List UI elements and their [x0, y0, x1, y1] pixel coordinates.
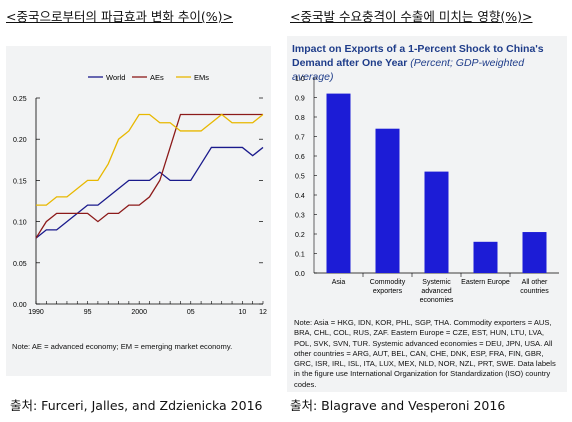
x-category-label: Asia — [332, 279, 346, 286]
y-tick-label: 0.0 — [295, 271, 305, 278]
export-impact-bar-chart-panel: Impact on Exports of a 1-Percent Shock t… — [287, 36, 567, 392]
y-tick-label: 0.20 — [13, 137, 27, 144]
bar — [375, 128, 400, 273]
bar-chart-subtitle: (Percent; GDP-weighted average) — [292, 57, 525, 83]
x-category-label: economies — [420, 297, 454, 304]
y-tick-label: 0.15 — [13, 178, 27, 185]
bar — [473, 241, 498, 273]
series-line-aes — [35, 113, 263, 239]
bar — [326, 93, 351, 273]
x-tick-label: 95 — [84, 309, 92, 316]
y-tick-label: 0.5 — [295, 174, 305, 181]
spillover-line-chart: 0.00 0.05 0.10 0.15 0.20 0.25 1990 95 2000 05 10 12… — [13, 73, 267, 316]
series-line-world — [35, 146, 264, 239]
y-tick-label: 0.9 — [295, 96, 305, 103]
x-category-label: countries — [520, 288, 549, 295]
y-tick-label: 0.25 — [13, 96, 27, 103]
x-tick-label: 10 — [238, 309, 246, 316]
x-category-label: exporters — [373, 288, 403, 295]
right-chart-source: 출처: Blagrave and Vesperoni 2016 — [290, 398, 506, 413]
x-category-label: Systemic — [422, 279, 451, 286]
y-tick-label: 0.4 — [295, 193, 305, 200]
y-tick-label: 0.05 — [13, 261, 27, 268]
bar-chart-title-text: Impact on Exports of a 1-Percent Shock t… — [292, 43, 544, 69]
x-tick-label: 05 — [187, 309, 195, 316]
y-tick-label: 0.10 — [13, 220, 27, 227]
legend-label-world: World — [106, 73, 125, 82]
y-tick-label: 0.7 — [295, 135, 305, 142]
left-chart-source: 출처: Furceri, Jalles, and Zdzienicka 2016 — [10, 398, 263, 413]
bar-chart-title: Impact on Exports of a 1-Percent Shock t… — [292, 42, 564, 84]
legend-label-aes: AEs — [150, 73, 164, 82]
spillover-line-chart-panel: 0.00 0.05 0.10 0.15 0.20 0.25 1990 95 2000 05 10 12… — [6, 46, 271, 376]
y-tick-label: 0.8 — [295, 115, 305, 122]
x-tick-label: 2000 — [131, 309, 147, 316]
y-tick-label: 0.3 — [295, 213, 305, 220]
export-impact-bar-chart: 0.0 0.1 0.2 0.3 0.4 0.5 0.6 0.7 0.8 0.9 1.0 Asia Com… — [295, 76, 559, 304]
x-category-label: Eastern Europe — [461, 279, 510, 286]
y-tick-label: 1.0 — [295, 76, 305, 83]
right-chart-heading: <중국발 수요충격이 수출에 미치는 영향(%)> — [290, 9, 533, 24]
x-tick-label: 1990 — [28, 309, 44, 316]
y-tick-label: 0.00 — [13, 302, 27, 309]
left-chart-note: Note: AE = advanced economy; EM = emergi… — [12, 342, 233, 351]
bar — [424, 171, 449, 273]
y-tick-label: 0.2 — [295, 232, 305, 239]
x-tick-label: 12 — [259, 309, 267, 316]
x-category-label: Commodity — [370, 279, 406, 286]
y-tick-label: 0.6 — [295, 154, 305, 161]
y-tick-label: 0.1 — [295, 252, 305, 259]
legend-label-ems: EMs — [194, 73, 209, 82]
bar — [522, 232, 547, 273]
x-category-label: advanced — [421, 288, 451, 295]
left-chart-heading: <중국으로부터의 파급효과 변화 추이(%)> — [6, 9, 233, 24]
right-chart-note: Note: Asia = HKG, IDN, KOR, PHL, SGP, TH… — [294, 318, 556, 389]
series-line-ems — [36, 113, 264, 206]
x-category-label: All other — [522, 279, 548, 286]
